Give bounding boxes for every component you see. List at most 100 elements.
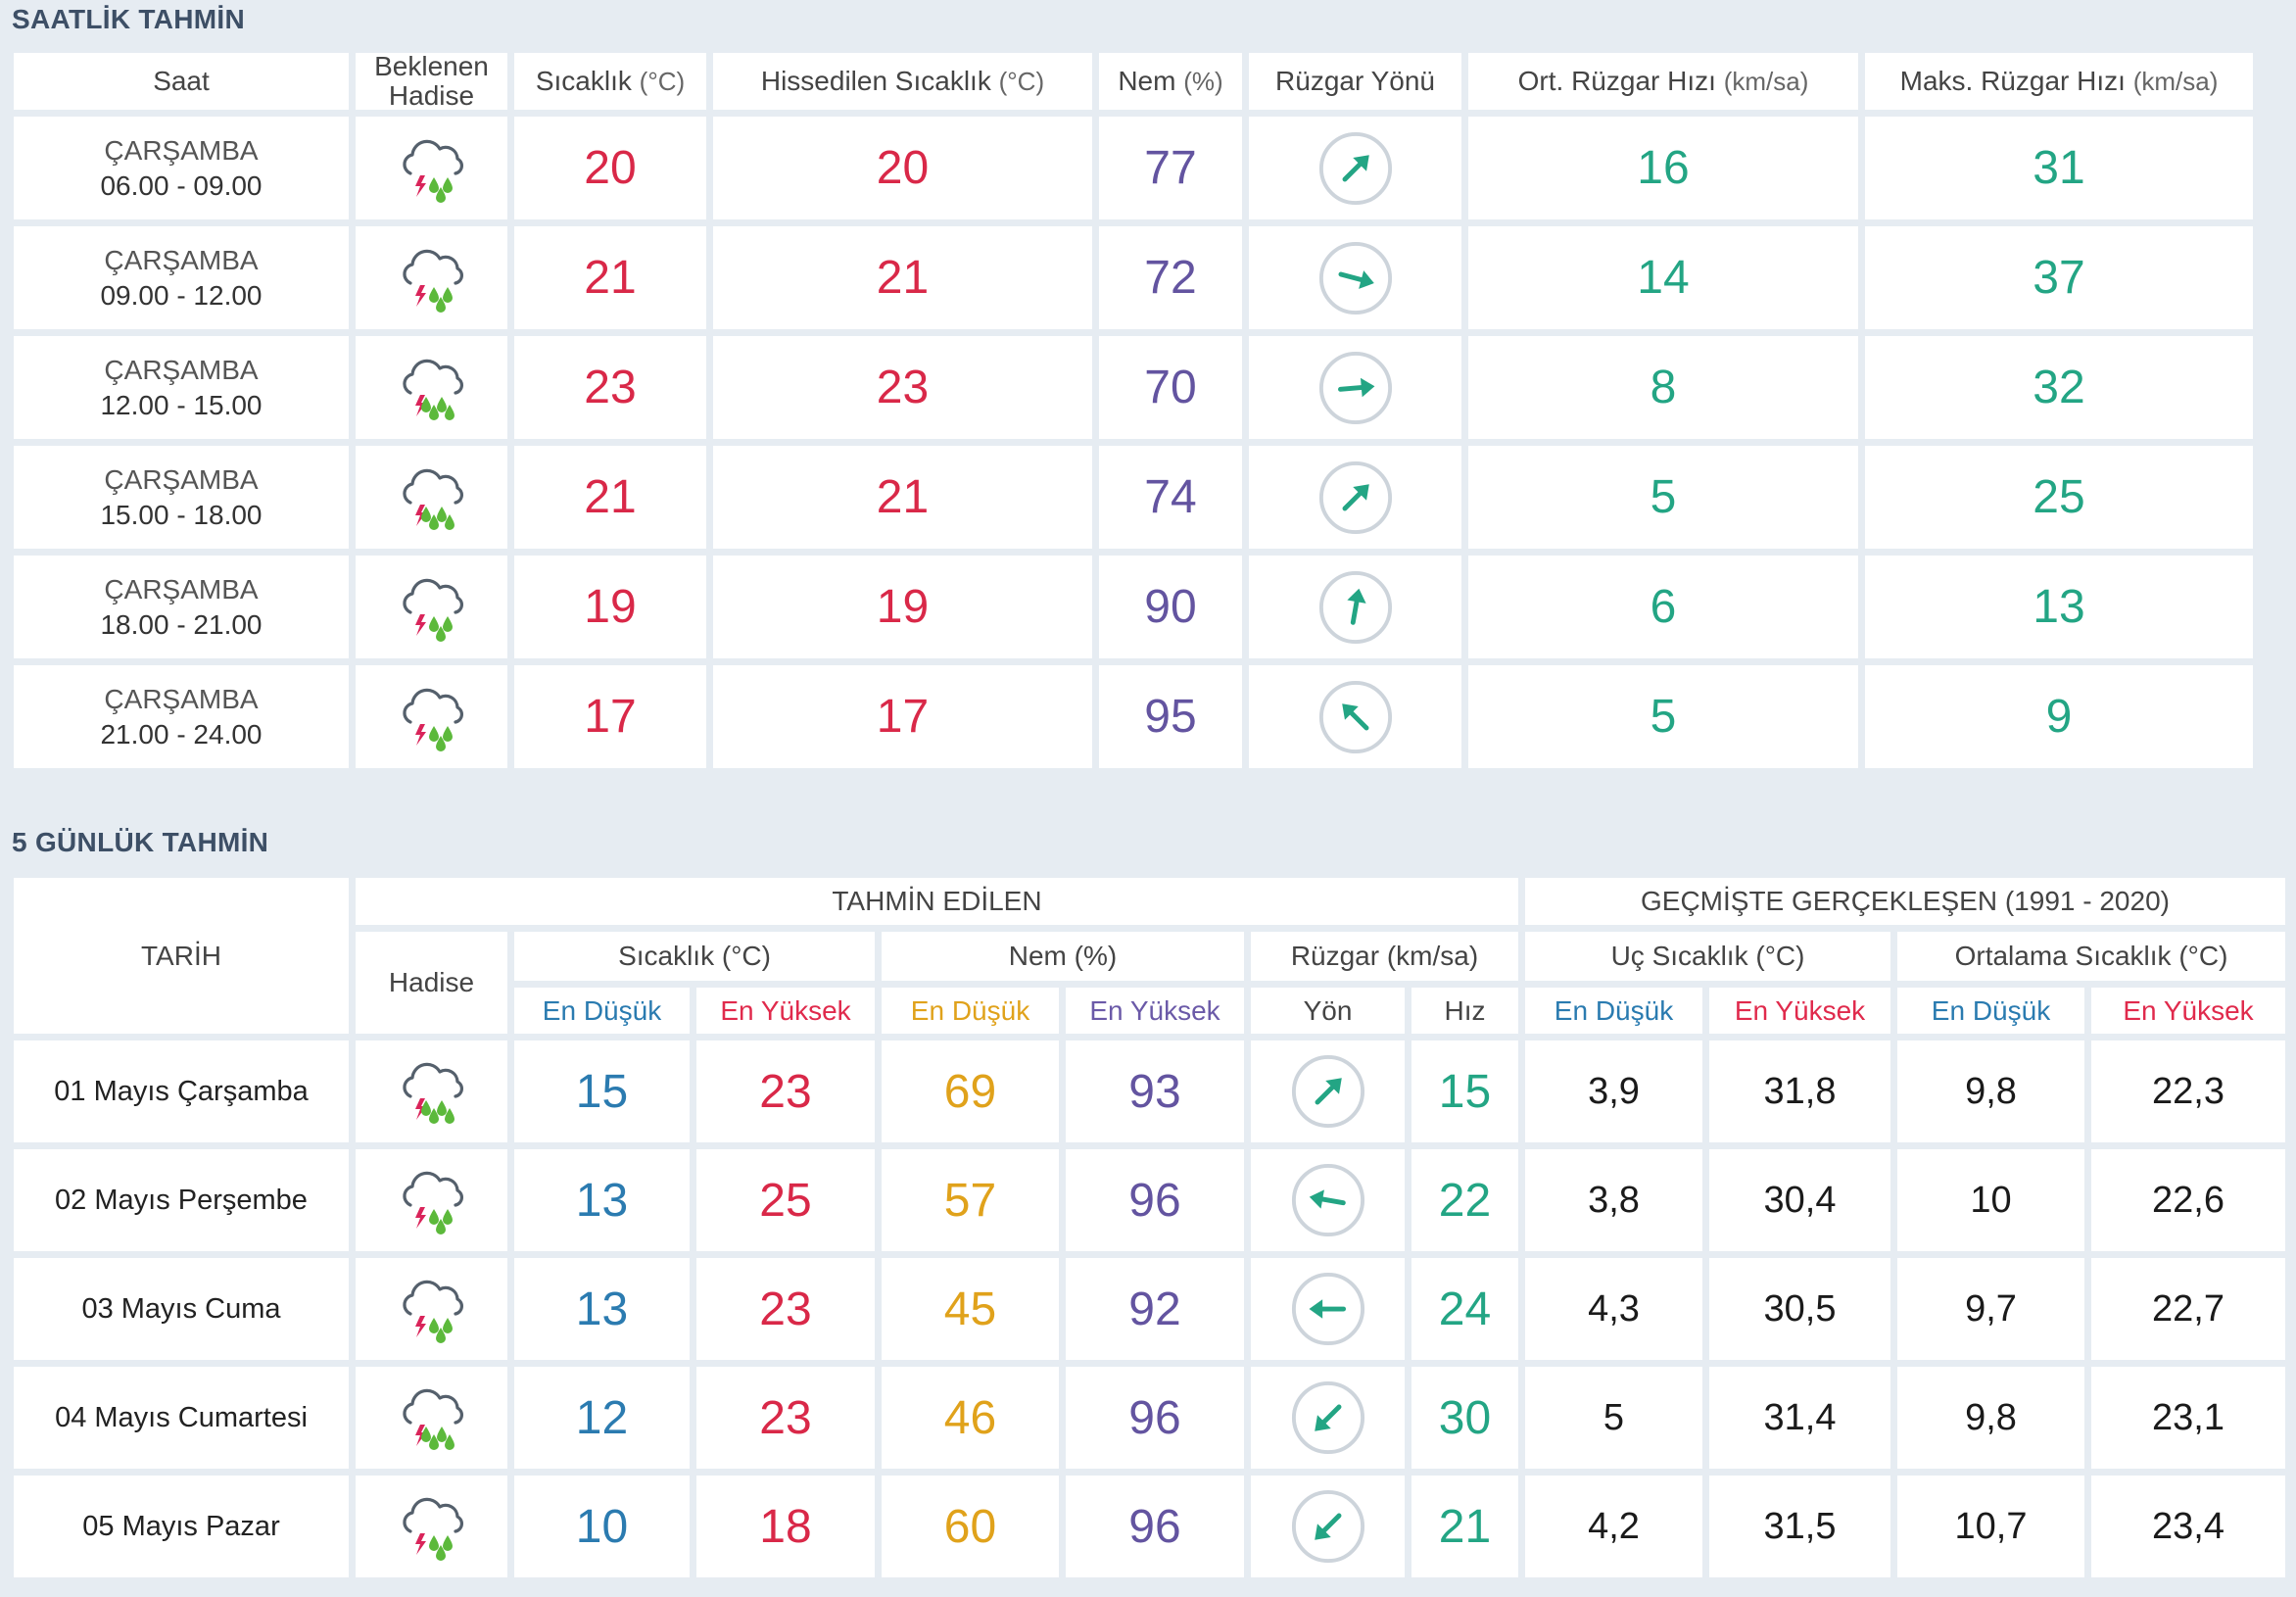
date-cell-value: 05 Mayıs Pazar	[82, 1510, 280, 1542]
wind-direction-cell	[1251, 1367, 1405, 1469]
thunderstorm-rain-icon	[402, 688, 463, 751]
time-range-label: 15.00 - 18.00	[100, 499, 263, 530]
max-temp-cell-value: 25	[759, 1174, 812, 1227]
header-gecmiste-gerceklesen: GEÇMİŞTE GERÇEKLEŞEN (1991 - 2020)	[1525, 878, 2285, 925]
record-min-cell: 5	[1525, 1367, 1702, 1469]
header-saat: Saat	[14, 53, 349, 110]
wind-direction-arrow-icon	[1318, 460, 1392, 534]
average-min-cell: 9,8	[1897, 1040, 2084, 1142]
wind-direction-arrow-icon	[1291, 1489, 1364, 1564]
feels-like-cell-value: 19	[876, 581, 930, 633]
min-temp-cell-value: 13	[575, 1174, 629, 1227]
record-max-cell: 30,5	[1709, 1258, 1890, 1360]
subheader-hiz: Hız	[1411, 988, 1518, 1034]
hourly-forecast-table: Saat Beklenen Hadise Sıcaklık (°C) Hissed…	[14, 52, 2284, 768]
temperature-cell: 23	[514, 336, 706, 439]
thunderstorm-rain-icon	[402, 1280, 463, 1343]
feels-like-cell-value: 23	[876, 362, 930, 413]
min-temp-cell-value: 15	[575, 1065, 629, 1118]
date-cell-value: 03 Mayıs Cuma	[81, 1292, 281, 1325]
max-wind-speed-cell-value: 37	[2033, 252, 2085, 304]
wind-direction-cell	[1249, 446, 1461, 549]
weather-cell	[356, 1149, 507, 1251]
record-max-cell: 31,8	[1709, 1040, 1890, 1142]
temperature-cell: 19	[514, 556, 706, 658]
subheader-yon: Yön	[1251, 988, 1405, 1034]
record-max-cell-value: 31,8	[1763, 1070, 1837, 1112]
max-wind-speed-cell: 32	[1865, 336, 2253, 439]
wind-direction-arrow-icon	[1318, 351, 1392, 424]
average-max-cell: 22,6	[2091, 1149, 2285, 1251]
feels-like-cell: 21	[713, 226, 1092, 329]
min-humidity-cell: 60	[882, 1476, 1059, 1577]
wind-speed-cell: 22	[1411, 1149, 1518, 1251]
wind-speed-cell-value: 24	[1438, 1282, 1492, 1335]
temperature-cell-value: 20	[584, 142, 637, 194]
avg-wind-speed-cell-value: 6	[1650, 581, 1677, 633]
temperature-cell: 21	[514, 446, 706, 549]
average-min-cell-value: 10	[1970, 1179, 2012, 1221]
max-wind-speed-cell: 31	[1865, 117, 2253, 219]
header-uc-sicaklik: Uç Sıcaklık (°C)	[1525, 932, 1890, 981]
humidity-cell: 95	[1099, 665, 1242, 768]
wind-direction-cell	[1249, 556, 1461, 658]
max-humidity-cell: 96	[1066, 1149, 1244, 1251]
average-min-cell: 9,8	[1897, 1367, 2084, 1469]
average-max-cell: 22,7	[2091, 1258, 2285, 1360]
min-temp-cell: 13	[514, 1258, 690, 1360]
feels-like-cell-value: 21	[876, 471, 930, 523]
date-cell-value: 04 Mayıs Cumartesi	[55, 1401, 308, 1433]
humidity-cell-value: 70	[1144, 362, 1197, 413]
header-ruzgar: Rüzgar (km/sa)	[1251, 932, 1518, 981]
wind-speed-cell-value: 30	[1438, 1391, 1492, 1444]
wind-direction-cell	[1251, 1258, 1405, 1360]
average-min-cell-value: 9,8	[1965, 1070, 2017, 1112]
record-max-cell: 31,5	[1709, 1476, 1890, 1577]
record-min-cell: 3,8	[1525, 1149, 1702, 1251]
max-wind-speed-cell-value: 25	[2033, 471, 2085, 523]
average-max-cell-value: 23,4	[2152, 1505, 2224, 1547]
header-maks-ruzgar-hizi: Maks. Rüzgar Hızı (km/sa)	[1865, 53, 2253, 110]
temperature-cell-value: 21	[584, 252, 637, 304]
record-max-cell-value: 31,4	[1763, 1396, 1837, 1438]
header-ortalama-sicaklik: Ortalama Sıcaklık (°C)	[1897, 932, 2285, 981]
max-wind-speed-cell: 25	[1865, 446, 2253, 549]
average-min-cell: 10	[1897, 1149, 2084, 1251]
avg-wind-speed-cell: 8	[1468, 336, 1858, 439]
min-temp-cell: 10	[514, 1476, 690, 1577]
feels-like-cell: 21	[713, 446, 1092, 549]
record-min-cell: 3,9	[1525, 1040, 1702, 1142]
thunderstorm-rain-icon	[402, 578, 463, 642]
humidity-cell-value: 77	[1144, 142, 1197, 194]
feels-like-cell: 17	[713, 665, 1092, 768]
record-min-cell-value: 3,8	[1588, 1179, 1640, 1221]
record-min-cell-value: 4,3	[1588, 1287, 1640, 1330]
max-humidity-cell-value: 93	[1128, 1065, 1181, 1118]
humidity-cell-value: 74	[1144, 471, 1197, 523]
date-cell: 04 Mayıs Cumartesi	[14, 1367, 349, 1469]
min-temp-cell-value: 12	[575, 1391, 629, 1444]
header-ort-ruzgar-hizi: Ort. Rüzgar Hızı (km/sa)	[1468, 53, 1858, 110]
max-humidity-cell-value: 96	[1128, 1391, 1181, 1444]
max-humidity-cell-value: 92	[1128, 1282, 1181, 1335]
day-label: ÇARŞAMBA	[104, 573, 259, 605]
max-temp-cell-value: 23	[759, 1065, 812, 1118]
date-cell: 05 Mayıs Pazar	[14, 1476, 349, 1577]
max-wind-speed-cell: 9	[1865, 665, 2253, 768]
subheader-sicaklik-en-dusuk: En Düşük	[514, 988, 690, 1034]
average-min-cell-value: 9,7	[1965, 1287, 2017, 1330]
average-min-cell-value: 10,7	[1954, 1505, 2028, 1547]
wind-speed-cell-value: 21	[1438, 1500, 1492, 1553]
header-nem: Nem (%)	[1099, 53, 1242, 110]
min-humidity-cell: 69	[882, 1040, 1059, 1142]
min-humidity-cell-value: 69	[943, 1065, 997, 1118]
time-range-label: 09.00 - 12.00	[100, 279, 263, 311]
avg-wind-speed-cell-value: 16	[1637, 142, 1690, 194]
thunderstorm-rain-icon	[402, 1171, 463, 1234]
min-temp-cell: 15	[514, 1040, 690, 1142]
wind-direction-arrow-icon	[1291, 1054, 1364, 1129]
subheader-ort-en-yuksek: En Yüksek	[2091, 988, 2285, 1034]
weather-cell	[356, 446, 507, 549]
max-wind-speed-cell-value: 13	[2033, 581, 2085, 633]
avg-wind-speed-cell-value: 14	[1637, 252, 1690, 304]
